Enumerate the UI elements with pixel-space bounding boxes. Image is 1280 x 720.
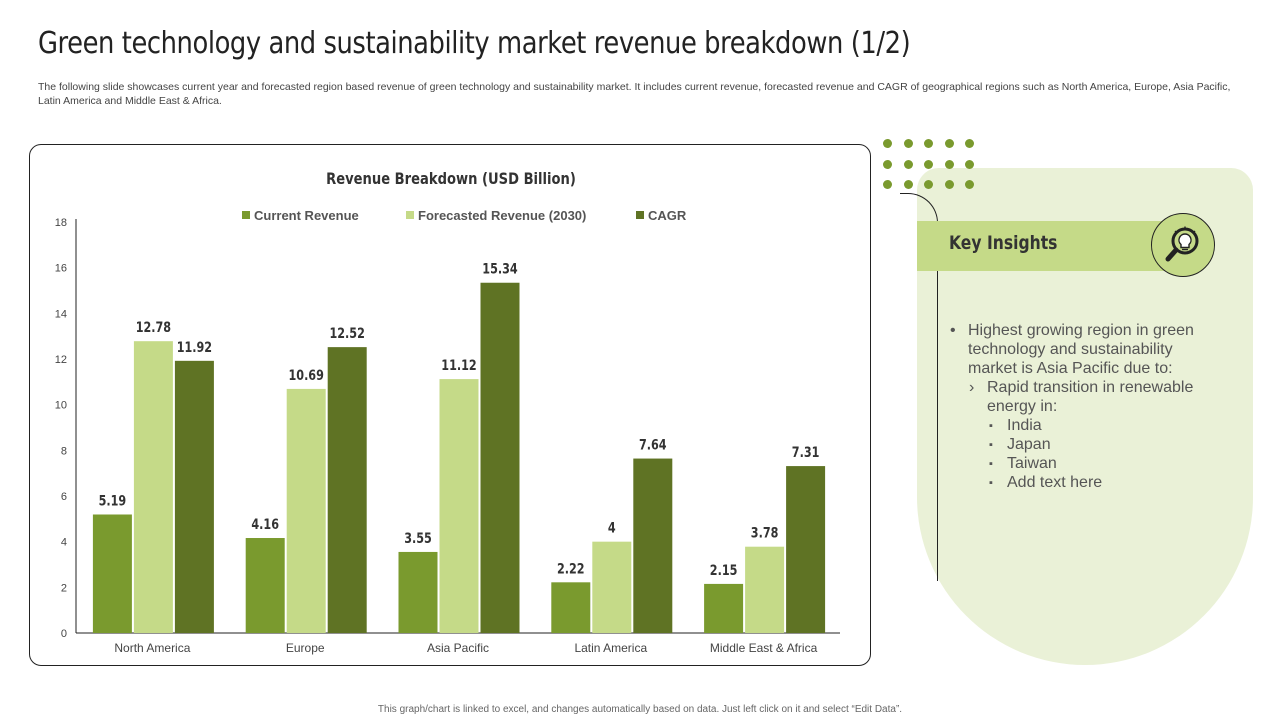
decorative-dot — [924, 180, 933, 189]
insights-item-text: Taiwan — [1007, 455, 1057, 472]
decorative-dot — [903, 159, 913, 169]
insights-item: ▪ Japan — [989, 436, 1051, 453]
bar-value-label: 2.22 — [557, 560, 585, 577]
bar-value-label: 11.12 — [441, 357, 476, 374]
decorative-dot — [965, 180, 974, 189]
decorative-dot — [883, 139, 892, 148]
bar — [633, 458, 673, 633]
bar — [786, 466, 826, 633]
insights-bullet-text: Highest growing region in green technolo… — [968, 322, 1194, 377]
bar — [592, 541, 632, 633]
chart-panel: Revenue Breakdown (USD Billion) Current R… — [29, 144, 871, 666]
insights-sub-bullet: › Rapid transition in renewable energy in… — [969, 379, 1194, 415]
decorative-dot — [883, 159, 892, 169]
bar-value-label: 7.64 — [639, 436, 667, 453]
lightbulb-magnifier-icon — [1151, 213, 1215, 277]
bar-value-label: 4 — [608, 519, 616, 536]
bar — [327, 347, 367, 633]
legend-swatch — [636, 211, 644, 219]
page-subtitle: The following slide showcases current ye… — [38, 81, 1231, 107]
insights-item: ▪ Add text here — [989, 474, 1103, 491]
bar-value-label: 15.34 — [482, 260, 518, 277]
bar-value-label: 5.19 — [99, 492, 127, 509]
decorative-dot — [903, 180, 913, 189]
decorative-dot — [944, 159, 954, 169]
bar-value-label: 12.78 — [136, 319, 172, 336]
y-tick-label: 16 — [55, 263, 67, 275]
legend-label: Current Revenue — [254, 208, 359, 223]
bar-value-label: 3.55 — [404, 530, 432, 547]
y-tick-label: 10 — [55, 400, 67, 412]
bar — [245, 538, 285, 633]
decorative-dot — [944, 139, 954, 148]
y-tick-label: 18 — [55, 217, 67, 229]
y-tick-label: 2 — [61, 582, 67, 594]
decorative-dot — [924, 159, 933, 169]
insights-item-text: Japan — [1007, 436, 1051, 453]
bar-value-label: 3.78 — [751, 524, 779, 541]
insights-item: ▪ Taiwan — [989, 455, 1057, 472]
bar — [286, 388, 326, 633]
decorative-dot — [883, 180, 892, 189]
legend-swatch — [406, 211, 414, 219]
bar — [480, 282, 520, 633]
bar — [92, 514, 132, 633]
x-tick-label: North America — [114, 641, 190, 655]
page-title: Green technology and sustainability mark… — [38, 26, 911, 61]
decorative-dot — [944, 180, 954, 189]
x-tick-label: Asia Pacific — [427, 641, 489, 655]
bar-value-label: 7.31 — [792, 444, 820, 461]
insights-item: ▪ India — [989, 417, 1042, 434]
y-tick-label: 4 — [61, 537, 67, 549]
bar-value-label: 2.15 — [710, 562, 738, 579]
legend-label: CAGR — [648, 208, 687, 223]
insights-list: • Highest growing region in green technol… — [950, 321, 1220, 492]
legend-label: Forecasted Revenue (2030) — [418, 208, 586, 223]
bar-value-label: 12.52 — [330, 325, 365, 342]
y-tick-label: 14 — [55, 308, 67, 320]
y-tick-label: 6 — [61, 491, 67, 503]
legend-swatch — [242, 211, 250, 219]
decorative-dot — [965, 159, 974, 169]
bar-value-label: 10.69 — [289, 367, 324, 384]
footer-note: This graph/chart is linked to excel, and… — [377, 704, 903, 715]
chart-title: Revenue Breakdown (USD Billion) — [326, 170, 576, 189]
decorative-dots — [883, 139, 993, 197]
x-tick-label: Europe — [286, 641, 325, 655]
y-tick-label: 0 — [61, 628, 67, 640]
insights-title: Key Insights — [949, 232, 1058, 254]
decorative-dot — [924, 139, 933, 148]
bar — [174, 360, 214, 633]
insights-header-band — [917, 221, 1187, 271]
x-tick-label: Latin America — [574, 641, 647, 655]
bar-value-label: 11.92 — [177, 339, 212, 356]
y-tick-label: 8 — [61, 445, 67, 457]
insights-sub-bullet-text: Rapid transition in renewable energy in: — [987, 379, 1194, 415]
bar — [398, 551, 438, 633]
bar — [133, 341, 173, 633]
insights-bullet: • Highest growing region in green technol… — [950, 322, 1194, 377]
decorative-dot — [903, 139, 913, 148]
bar — [551, 582, 591, 633]
bar — [439, 379, 479, 633]
revenue-chart[interactable]: Revenue Breakdown (USD Billion) Current R… — [30, 145, 872, 667]
bar-value-label: 4.16 — [251, 516, 279, 533]
x-tick-label: Middle East & Africa — [710, 641, 818, 655]
y-tick-label: 12 — [55, 354, 67, 366]
insights-item-text: India — [1007, 417, 1042, 434]
insights-item-text: Add text here — [1007, 474, 1103, 491]
bar — [745, 546, 785, 633]
decorative-dot — [965, 139, 974, 148]
bar — [704, 583, 744, 633]
